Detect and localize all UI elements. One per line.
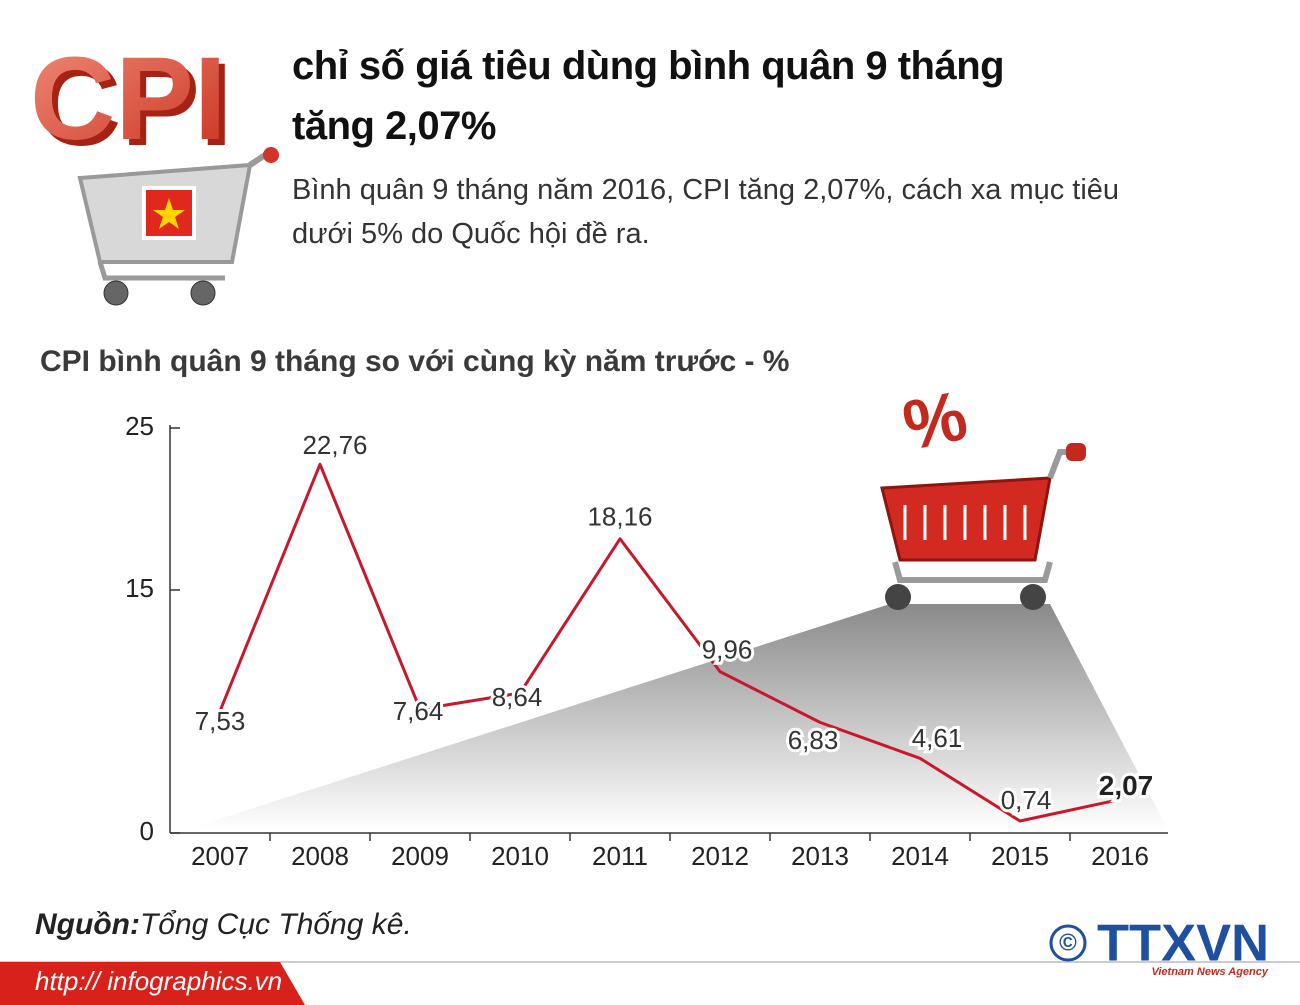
source-label: Nguồn:	[35, 908, 140, 941]
value-label: 7,53	[195, 706, 246, 736]
cpi-logo: CPI CPI	[30, 33, 233, 171]
x-tick-label: 2009	[391, 841, 449, 871]
x-tick-label: 2016	[1091, 841, 1149, 871]
value-label: 6,83	[788, 725, 839, 755]
title-line: chỉ số giá tiêu dùng bình quân 9 tháng	[292, 44, 1005, 88]
chart-cart: %	[880, 376, 1086, 610]
url-bar	[0, 962, 305, 1005]
value-label: 7,64	[393, 696, 444, 726]
x-tick-label: 2007	[191, 841, 249, 871]
x-tick-label: 2012	[691, 841, 749, 871]
line-series	[218, 462, 1121, 823]
x-tick-label: 2010	[491, 841, 549, 871]
value-label: 2,07	[1099, 770, 1154, 801]
source: Nguồn:Tổng Cục Thống kê.	[35, 908, 412, 942]
copyright: ©	[1059, 929, 1077, 956]
subtitle-line: Bình quân 9 tháng năm 2016, CPI tăng 2,0…	[292, 174, 1120, 206]
value-label: 18,16	[587, 502, 652, 532]
title-line: tăng 2,07%	[292, 104, 496, 148]
x-tick-label: 2008	[291, 841, 349, 871]
shade-decoration	[185, 604, 1168, 830]
y-tick-label: 25	[125, 411, 154, 441]
subtitle-line: dưới 5% do Quốc hội đề ra.	[292, 218, 650, 250]
logo-text: CPI	[30, 33, 227, 165]
value-label: 22,76	[302, 430, 367, 460]
value-label: 4,61	[912, 723, 963, 753]
x-tick-label: 2011	[592, 841, 648, 871]
agency: TTXVN	[1097, 915, 1269, 973]
value-label: 0,74	[1001, 785, 1052, 815]
agency-sub: Vietnam News Agency	[1151, 966, 1268, 978]
cart-label: %	[897, 376, 974, 465]
y-tick-label: 15	[125, 573, 154, 603]
logo-cart	[77, 147, 279, 306]
copyright-ring	[1049, 924, 1087, 962]
y-tick-label: 0	[140, 816, 154, 846]
x-tick-label: 2014	[891, 841, 949, 871]
value-label: 8,64	[492, 682, 543, 712]
value-label: 9,96	[702, 635, 753, 665]
url: http:// infographics.vn	[35, 966, 282, 996]
chart-layer: 0 15 25 2007 2008 2009 2010 2011 2012 2013 2014 201…	[125, 411, 1156, 871]
x-tick-label: 2013	[791, 841, 849, 871]
logo-shadow: CPI	[36, 39, 233, 171]
x-tick-label: 2015	[991, 841, 1049, 871]
chart-title: CPI bình quân 9 tháng so với cùng kỳ năm…	[40, 345, 789, 378]
source-text: Tổng Cục Thống kê.	[139, 908, 412, 941]
